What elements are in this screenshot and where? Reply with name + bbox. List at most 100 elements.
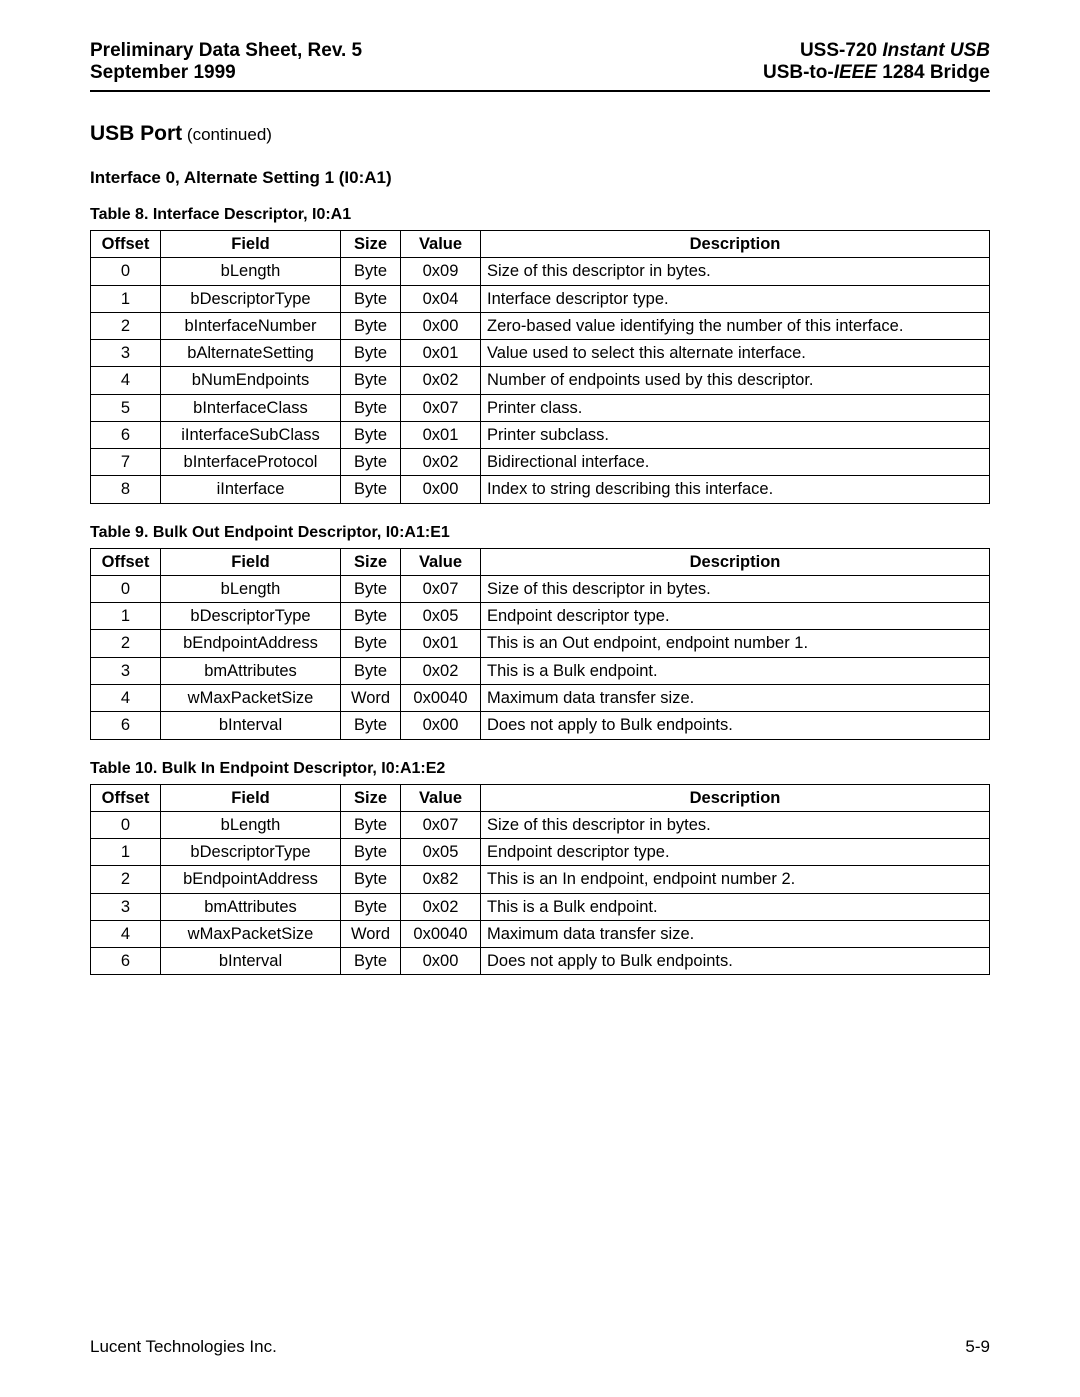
- table-cell: Maximum data transfer size.: [481, 920, 990, 947]
- table-cell: 0: [91, 811, 161, 838]
- page-header: Preliminary Data Sheet, Rev. 5 September…: [90, 40, 990, 92]
- table-cell: Printer subclass.: [481, 421, 990, 448]
- table-cell: wMaxPacketSize: [161, 684, 341, 711]
- table-cell: 0x09: [401, 258, 481, 285]
- table-cell: 0x02: [401, 893, 481, 920]
- table-cell: Byte: [341, 893, 401, 920]
- table-header-cell: Field: [161, 548, 341, 575]
- table-cell: 2: [91, 630, 161, 657]
- table-cell: Does not apply to Bulk endpoints.: [481, 948, 990, 975]
- table-cell: Endpoint descriptor type.: [481, 603, 990, 630]
- table-cell: 0x02: [401, 657, 481, 684]
- table-cell: Byte: [341, 258, 401, 285]
- table-cell: Does not apply to Bulk endpoints.: [481, 712, 990, 739]
- table-cell: 6: [91, 948, 161, 975]
- table-cell: 0x01: [401, 340, 481, 367]
- table-row: 1bDescriptorTypeByte0x05Endpoint descrip…: [91, 839, 990, 866]
- table-cell: Byte: [341, 476, 401, 503]
- table-caption: Table 9. Bulk Out Endpoint Descriptor, I…: [90, 524, 990, 542]
- table-cell: 3: [91, 893, 161, 920]
- table-cell: 2: [91, 866, 161, 893]
- table-cell: 0x05: [401, 839, 481, 866]
- table-cell: 0x02: [401, 449, 481, 476]
- table-cell: 0x07: [401, 811, 481, 838]
- table-cell: 0x01: [401, 421, 481, 448]
- table-cell: 6: [91, 712, 161, 739]
- table-row: 6bIntervalByte0x00Does not apply to Bulk…: [91, 712, 990, 739]
- table-cell: Byte: [341, 575, 401, 602]
- table-cell: Byte: [341, 394, 401, 421]
- table-cell: 5: [91, 394, 161, 421]
- footer-right: 5-9: [965, 1337, 990, 1357]
- table-row: 4wMaxPacketSizeWord0x0040Maximum data tr…: [91, 684, 990, 711]
- table-header-cell: Offset: [91, 784, 161, 811]
- table-caption: Table 8. Interface Descriptor, I0:A1: [90, 206, 990, 224]
- table-cell: bmAttributes: [161, 657, 341, 684]
- table-cell: Byte: [341, 285, 401, 312]
- table-cell: Byte: [341, 712, 401, 739]
- table-cell: bInterval: [161, 712, 341, 739]
- header-right-1a: USS-720: [800, 40, 882, 61]
- table-cell: Interface descriptor type.: [481, 285, 990, 312]
- table-cell: 0: [91, 258, 161, 285]
- table-header-cell: Description: [481, 231, 990, 258]
- table-cell: Size of this descriptor in bytes.: [481, 811, 990, 838]
- table-row: 0bLengthByte0x07Size of this descriptor …: [91, 811, 990, 838]
- table-cell: Byte: [341, 312, 401, 339]
- table-cell: Index to string describing this interfac…: [481, 476, 990, 503]
- table-cell: 0x0040: [401, 684, 481, 711]
- table-header-cell: Value: [401, 231, 481, 258]
- section-title: USB Port (continued): [90, 122, 990, 146]
- table-row: 3bmAttributesByte0x02This is a Bulk endp…: [91, 893, 990, 920]
- table-cell: 0x05: [401, 603, 481, 630]
- header-right-2b: IEEE: [834, 62, 877, 83]
- table-cell: 0x00: [401, 948, 481, 975]
- table-cell: 0x04: [401, 285, 481, 312]
- table-cell: bEndpointAddress: [161, 630, 341, 657]
- table-row: 3bmAttributesByte0x02This is a Bulk endp…: [91, 657, 990, 684]
- header-left-line1: Preliminary Data Sheet, Rev. 5: [90, 40, 362, 61]
- table-row: 2bInterfaceNumberByte0x00Zero-based valu…: [91, 312, 990, 339]
- header-right-1b: Instant USB: [882, 40, 990, 61]
- table-cell: 0x01: [401, 630, 481, 657]
- table-cell: bLength: [161, 575, 341, 602]
- table-row: 8iInterfaceByte0x00Index to string descr…: [91, 476, 990, 503]
- table-cell: bDescriptorType: [161, 839, 341, 866]
- table-cell: bDescriptorType: [161, 285, 341, 312]
- table-cell: Printer class.: [481, 394, 990, 421]
- table-cell: bInterfaceNumber: [161, 312, 341, 339]
- table-cell: iInterfaceSubClass: [161, 421, 341, 448]
- table-row: 6iInterfaceSubClassByte0x01Printer subcl…: [91, 421, 990, 448]
- table-header-cell: Value: [401, 784, 481, 811]
- section-title-text: USB Port: [90, 122, 182, 145]
- table-cell: 4: [91, 367, 161, 394]
- header-right-2c: 1284 Bridge: [877, 62, 990, 83]
- header-right: USS-720 Instant USB USB-to-IEEE 1284 Bri…: [763, 40, 990, 84]
- table-cell: wMaxPacketSize: [161, 920, 341, 947]
- table-cell: bDescriptorType: [161, 603, 341, 630]
- header-left-line2: September 1999: [90, 62, 236, 83]
- table-cell: 0x82: [401, 866, 481, 893]
- table-header-cell: Size: [341, 784, 401, 811]
- table-cell: bAlternateSetting: [161, 340, 341, 367]
- table-cell: 4: [91, 920, 161, 947]
- table-cell: Zero-based value identifying the number …: [481, 312, 990, 339]
- table-cell: 0x02: [401, 367, 481, 394]
- table-cell: Size of this descriptor in bytes.: [481, 258, 990, 285]
- table-cell: 4: [91, 684, 161, 711]
- table-cell: Byte: [341, 948, 401, 975]
- table-cell: Byte: [341, 630, 401, 657]
- table-cell: 2: [91, 312, 161, 339]
- table-cell: This is a Bulk endpoint.: [481, 657, 990, 684]
- tables-region: Table 8. Interface Descriptor, I0:A1 Offs…: [90, 206, 990, 975]
- table-cell: bNumEndpoints: [161, 367, 341, 394]
- table-cell: Value used to select this alternate inte…: [481, 340, 990, 367]
- descriptor-table: OffsetFieldSizeValueDescription0bLengthB…: [90, 548, 990, 740]
- table-cell: 0x07: [401, 575, 481, 602]
- table-row: 7bInterfaceProtocolByte0x02Bidirectional…: [91, 449, 990, 476]
- table-cell: Byte: [341, 839, 401, 866]
- table-cell: 0x0040: [401, 920, 481, 947]
- table-row: 0bLengthByte0x09Size of this descriptor …: [91, 258, 990, 285]
- table-row: 1bDescriptorTypeByte0x05Endpoint descrip…: [91, 603, 990, 630]
- table-cell: bInterfaceClass: [161, 394, 341, 421]
